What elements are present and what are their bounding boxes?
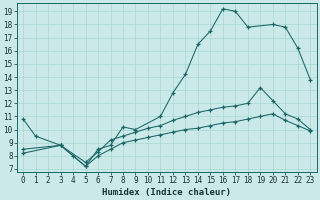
X-axis label: Humidex (Indice chaleur): Humidex (Indice chaleur) bbox=[102, 188, 231, 197]
